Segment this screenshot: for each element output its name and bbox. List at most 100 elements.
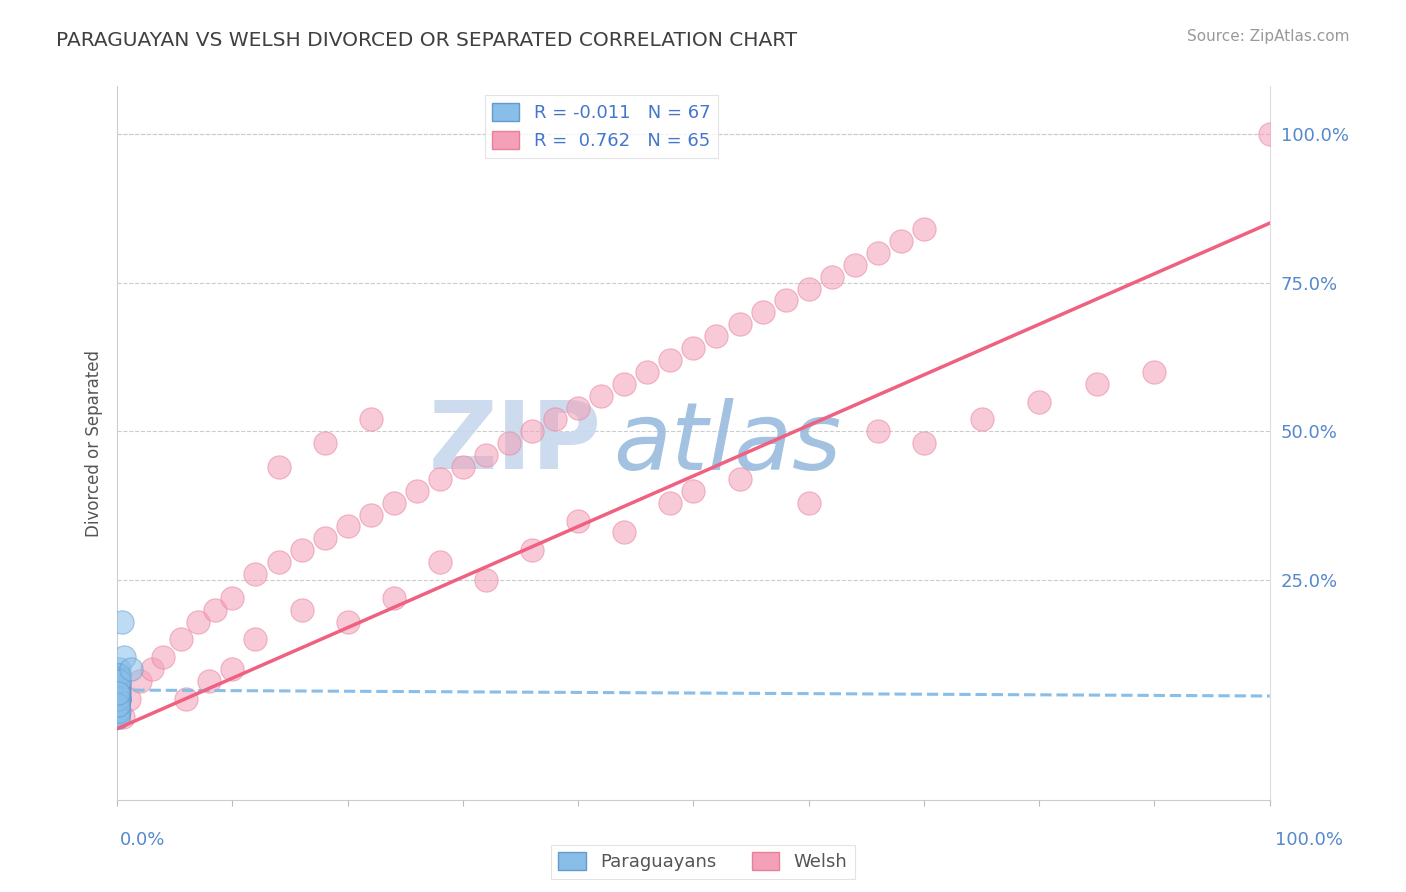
Point [706, 329, 728, 343]
Point [107, 692, 129, 706]
Point [118, 692, 141, 706]
Point [567, 514, 589, 528]
Point [107, 668, 129, 682]
Point [1085, 376, 1108, 391]
Point [107, 680, 129, 694]
Point [107, 686, 129, 700]
Point [797, 496, 820, 510]
Point [107, 680, 129, 694]
Point [107, 668, 129, 682]
Point [336, 615, 359, 629]
Point [107, 674, 129, 689]
Point [107, 692, 129, 706]
Point [107, 674, 129, 689]
Point [107, 692, 129, 706]
Point [613, 525, 636, 540]
Point [107, 674, 129, 689]
Point [107, 686, 129, 700]
Point [314, 532, 336, 546]
Point [336, 519, 359, 533]
Point [221, 591, 243, 605]
Y-axis label: Divorced or Separated: Divorced or Separated [86, 350, 103, 537]
Point [107, 704, 129, 718]
Point [120, 662, 142, 676]
Point [821, 269, 844, 284]
Point [107, 704, 129, 718]
Point [107, 698, 129, 712]
Point [520, 543, 543, 558]
Text: 100.0%: 100.0% [1275, 831, 1343, 849]
Point [1258, 127, 1281, 141]
Point [152, 650, 174, 665]
Point [107, 698, 129, 712]
Point [107, 680, 129, 694]
Point [360, 412, 382, 426]
Point [890, 234, 912, 248]
Point [107, 698, 129, 712]
Point [107, 668, 129, 682]
Point [107, 686, 129, 700]
Point [107, 704, 129, 718]
Point [107, 698, 129, 712]
Point [613, 376, 636, 391]
Point [107, 692, 129, 706]
Point [291, 603, 314, 617]
Point [498, 436, 520, 450]
Point [107, 704, 129, 718]
Point [107, 680, 129, 694]
Point [129, 674, 152, 689]
Point [107, 698, 129, 712]
Point [970, 412, 993, 426]
Point [107, 704, 129, 718]
Point [107, 698, 129, 712]
Point [797, 282, 820, 296]
Point [267, 460, 290, 475]
Point [520, 425, 543, 439]
Point [107, 698, 129, 712]
Point [775, 293, 797, 308]
Point [141, 662, 163, 676]
Point [107, 692, 129, 706]
Point [107, 686, 129, 700]
Point [204, 603, 226, 617]
Point [475, 448, 498, 462]
Point [169, 632, 191, 647]
Point [107, 674, 129, 689]
Point [682, 483, 704, 498]
Point [107, 680, 129, 694]
Point [682, 341, 704, 355]
Text: atlas: atlas [613, 398, 841, 489]
Point [107, 674, 129, 689]
Point [107, 704, 129, 718]
Point [107, 674, 129, 689]
Text: ZIP: ZIP [429, 397, 602, 489]
Point [107, 668, 129, 682]
Point [107, 680, 129, 694]
Point [567, 401, 589, 415]
Point [221, 662, 243, 676]
Point [382, 496, 405, 510]
Text: 0.0%: 0.0% [120, 831, 165, 849]
Point [107, 704, 129, 718]
Point [405, 483, 427, 498]
Point [107, 686, 129, 700]
Point [176, 692, 198, 706]
Point [267, 555, 290, 569]
Legend: Paraguayans, Welsh: Paraguayans, Welsh [551, 845, 855, 879]
Point [198, 674, 221, 689]
Point [107, 686, 129, 700]
Point [187, 615, 209, 629]
Point [245, 567, 267, 582]
Point [429, 555, 451, 569]
Point [107, 686, 129, 700]
Point [107, 692, 129, 706]
Point [1143, 365, 1166, 379]
Point [107, 668, 129, 682]
Point [107, 686, 129, 700]
Point [108, 686, 131, 700]
Point [912, 222, 935, 236]
Point [107, 662, 129, 676]
Point [111, 710, 134, 724]
Point [107, 692, 129, 706]
Point [728, 472, 751, 486]
